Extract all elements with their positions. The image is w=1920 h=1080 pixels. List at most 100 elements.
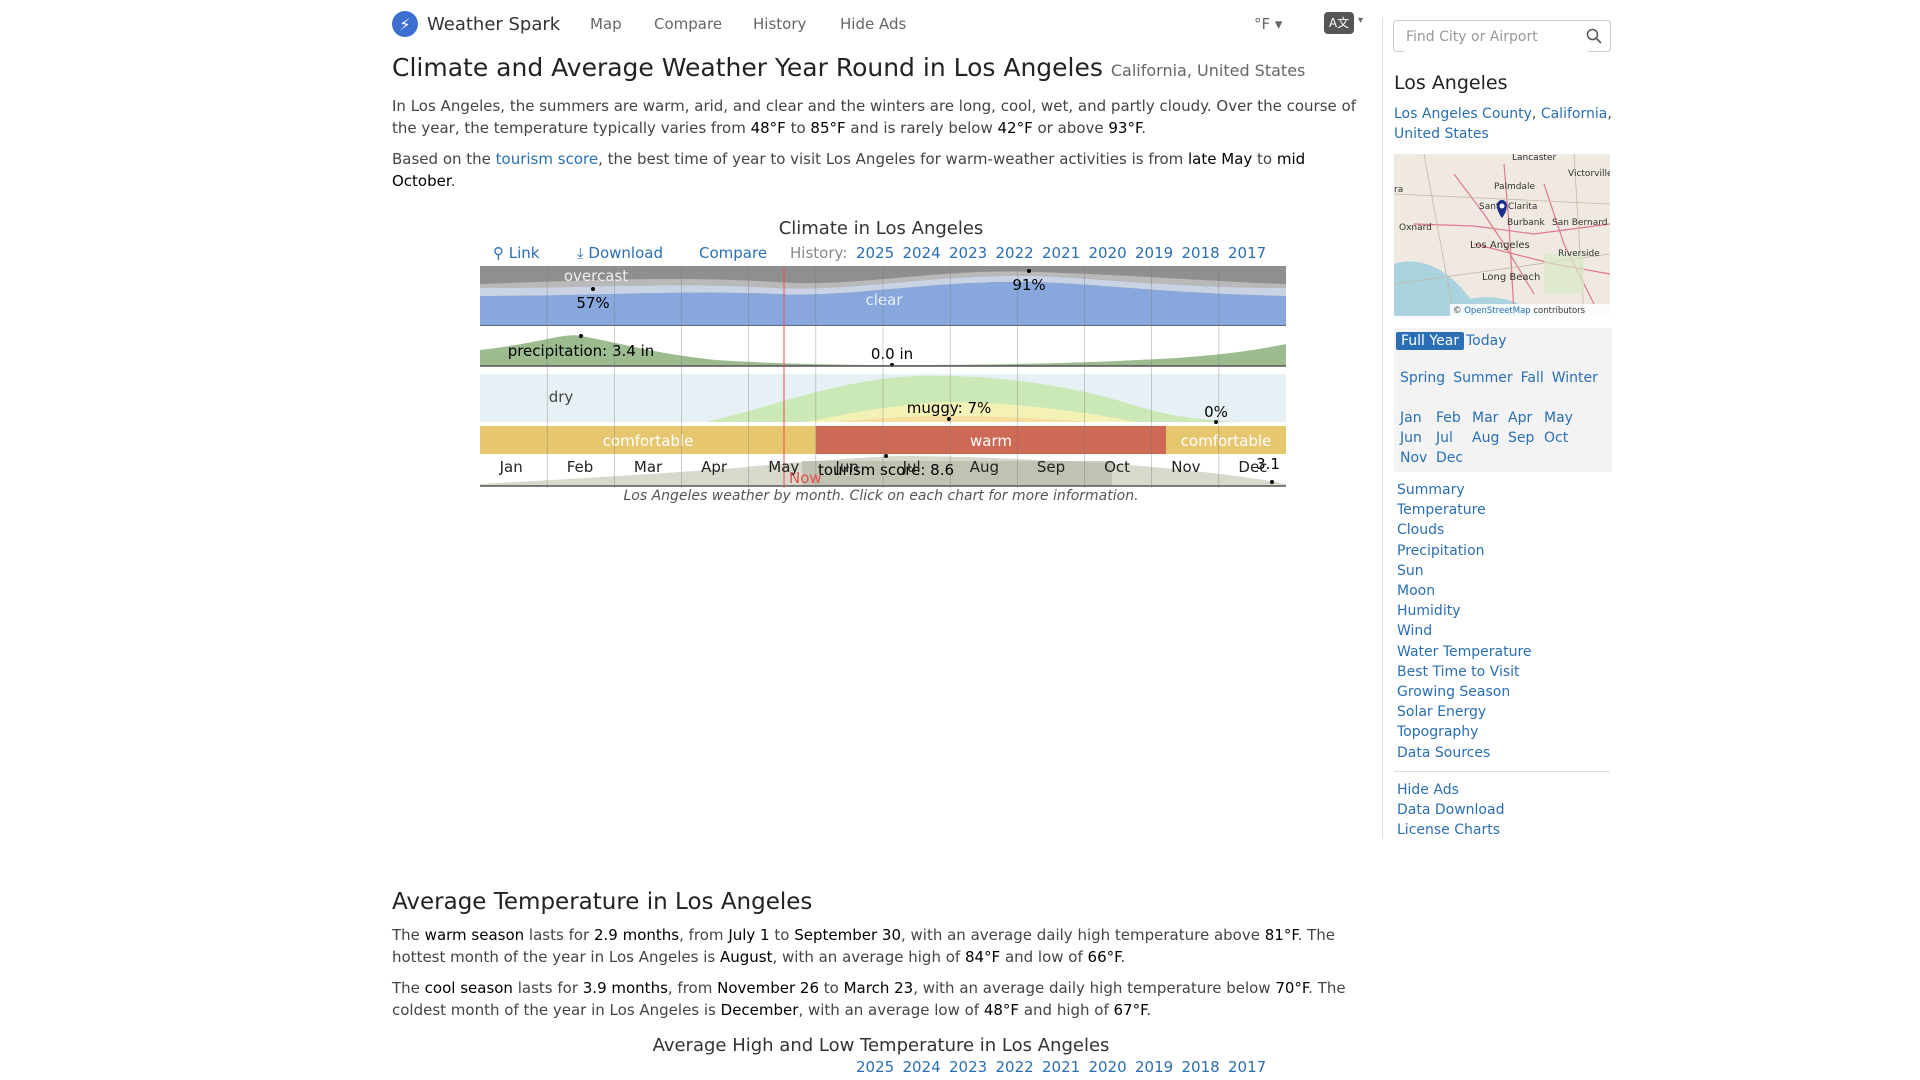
map-label: Victorville bbox=[1568, 169, 1610, 179]
sidebar-city: Los Angeles bbox=[1394, 72, 1508, 94]
country-link[interactable]: United States bbox=[1394, 126, 1489, 142]
climate-summary-chart[interactable]: overcast clear 57% 91% precipitation: 3.4 in… bbox=[476, 266, 1286, 488]
sidebar-item-temperature[interactable]: Temperature bbox=[1397, 502, 1486, 519]
humidity-humid-band bbox=[806, 402, 1136, 422]
sidebar-item-summary[interactable]: Summary bbox=[1397, 482, 1465, 498]
nav-history[interactable]: History bbox=[753, 15, 807, 33]
temperature-band bbox=[480, 426, 816, 454]
sidebar-item-clouds[interactable]: Clouds bbox=[1397, 522, 1445, 539]
temperature-band-label: warm bbox=[970, 432, 1012, 450]
sidebar-item-best-time-to-visit[interactable]: Best Time to Visit bbox=[1397, 663, 1520, 680]
history-year-link[interactable]: 2017 bbox=[1228, 1058, 1267, 1076]
sidebar-item-humidity[interactable]: Humidity bbox=[1397, 603, 1461, 620]
nav-compare[interactable]: Compare bbox=[654, 15, 723, 33]
warm-season-paragraph: The warm season lasts for 2.9 months, fr… bbox=[392, 926, 1335, 966]
tab-full-year[interactable]: Full Year bbox=[1396, 332, 1465, 350]
history-year-link[interactable]: 2020 bbox=[1088, 244, 1127, 262]
month-jul[interactable]: Jul bbox=[1436, 430, 1453, 446]
tourism-score-link[interactable]: tourism score bbox=[495, 150, 599, 168]
lightning-logo-icon: ⚡ bbox=[392, 11, 418, 37]
month-tick-label: Aug bbox=[969, 458, 1000, 476]
history-year-link[interactable]: 2018 bbox=[1181, 1058, 1220, 1076]
download-icon: ⤓ bbox=[577, 244, 589, 262]
sidebar-item-water-temperature[interactable]: Water Temperature bbox=[1397, 643, 1532, 660]
month-tick-label: Dec bbox=[1238, 458, 1268, 476]
language-icon[interactable]: A文 bbox=[1324, 12, 1354, 34]
history-year-link[interactable]: 2022 bbox=[995, 244, 1034, 262]
map-canvas: Lancaster Victorville Palmdale Santa Cla… bbox=[1394, 154, 1610, 316]
history-year-link[interactable]: 2021 bbox=[1042, 1058, 1081, 1076]
sidebar-item-moon[interactable]: Moon bbox=[1397, 583, 1436, 600]
sidebar-item-growing-season[interactable]: Growing Season bbox=[1397, 684, 1511, 701]
location-map[interactable]: Lancaster Victorville Palmdale Santa Cla… bbox=[1394, 154, 1610, 316]
history-year-link[interactable]: 2019 bbox=[1135, 1058, 1174, 1076]
page-title: Climate and Average Weather Year Round i… bbox=[392, 53, 1306, 82]
month-tick-label: Mar bbox=[633, 458, 663, 476]
clear-label: clear bbox=[865, 291, 903, 309]
precip-max-point bbox=[579, 334, 583, 338]
month-tick-label: Jul bbox=[902, 458, 921, 476]
history-year-link[interactable]: 2018 bbox=[1181, 244, 1220, 262]
history-year-link[interactable]: 2023 bbox=[949, 1058, 988, 1076]
history-year-link[interactable]: 2021 bbox=[1042, 244, 1081, 262]
sidebar-item-topography[interactable]: Topography bbox=[1397, 724, 1479, 741]
temperature-band-label: comfortable bbox=[603, 432, 694, 450]
state-link[interactable]: California bbox=[1540, 106, 1608, 122]
precip-min-label: 0.0 in bbox=[871, 345, 913, 363]
sidebar-item-hide-ads[interactable]: Hide Ads bbox=[1397, 781, 1459, 798]
tourism-max-point bbox=[884, 454, 888, 458]
sidebar-item-sun[interactable]: Sun bbox=[1397, 562, 1424, 579]
month-sep[interactable]: Sep bbox=[1508, 430, 1535, 446]
history-year-link[interactable]: 2020 bbox=[1088, 1058, 1127, 1076]
chevron-down-icon[interactable]: ▾ bbox=[1358, 15, 1364, 26]
brand-name[interactable]: Weather Spark bbox=[427, 13, 561, 35]
season-summer[interactable]: Summer bbox=[1453, 370, 1513, 386]
map-label: Lancaster bbox=[1512, 154, 1556, 163]
sidebar-item-solar-energy[interactable]: Solar Energy bbox=[1397, 704, 1487, 721]
month-oct[interactable]: Oct bbox=[1544, 430, 1569, 446]
nav-map[interactable]: Map bbox=[590, 15, 622, 33]
history-year-link[interactable]: 2025 bbox=[856, 244, 895, 262]
unit-toggle[interactable]: °F ▾ bbox=[1254, 15, 1283, 33]
sidebar-item-wind[interactable]: Wind bbox=[1397, 623, 1433, 640]
sidebar-item-data-download[interactable]: Data Download bbox=[1397, 802, 1505, 819]
search-input[interactable] bbox=[1404, 22, 1588, 52]
history-year-link[interactable]: 2022 bbox=[995, 1058, 1034, 1076]
month-tick-label: Apr bbox=[701, 458, 728, 476]
history-year-link[interactable]: 2024 bbox=[902, 244, 941, 262]
month-mar[interactable]: Mar bbox=[1472, 410, 1499, 426]
chart-link-button[interactable]: ⚲ Link bbox=[493, 244, 540, 262]
top-navbar: ⚡ Weather Spark Map Compare History Hide… bbox=[392, 8, 1372, 42]
month-may[interactable]: May bbox=[1544, 410, 1573, 426]
sidebar-item-precipitation[interactable]: Precipitation bbox=[1397, 542, 1485, 559]
season-fall[interactable]: Fall bbox=[1520, 370, 1544, 386]
history-year-link[interactable]: 2024 bbox=[902, 1058, 941, 1076]
history-year-link[interactable]: 2025 bbox=[856, 1058, 895, 1076]
now-label: Now bbox=[789, 469, 822, 487]
season-winter[interactable]: Winter bbox=[1551, 370, 1598, 386]
humidity-max-label: muggy: 7% bbox=[907, 399, 992, 417]
humidity-comfortable-band bbox=[706, 375, 1256, 422]
tab-today[interactable]: Today bbox=[1466, 333, 1507, 349]
month-feb[interactable]: Feb bbox=[1436, 410, 1461, 426]
history-year-link[interactable]: 2019 bbox=[1135, 244, 1174, 262]
nav-hide-ads[interactable]: Hide Ads bbox=[840, 15, 907, 33]
sidebar-item-license-charts[interactable]: License Charts bbox=[1397, 822, 1500, 839]
brand[interactable]: ⚡ Weather Spark bbox=[392, 11, 560, 37]
svg-text:© OpenStreetMap contributors: © OpenStreetMap contributors bbox=[1453, 306, 1586, 316]
history-year-link[interactable]: 2017 bbox=[1228, 244, 1267, 262]
month-nov[interactable]: Nov bbox=[1400, 450, 1428, 466]
history-year-link[interactable]: 2023 bbox=[949, 244, 988, 262]
chart-compare-button[interactable]: Compare bbox=[699, 244, 768, 262]
chart-download-button[interactable]: ⤓ Download bbox=[577, 244, 663, 262]
season-spring[interactable]: Spring bbox=[1400, 370, 1446, 386]
sidebar-item-data-sources[interactable]: Data Sources bbox=[1397, 744, 1491, 761]
county-link[interactable]: Los Angeles County bbox=[1394, 106, 1532, 122]
search-icon[interactable] bbox=[1586, 28, 1602, 44]
month-jun[interactable]: Jun bbox=[1400, 430, 1422, 446]
month-dec[interactable]: Dec bbox=[1436, 450, 1464, 466]
month-aug[interactable]: Aug bbox=[1472, 430, 1500, 446]
month-apr[interactable]: Apr bbox=[1508, 410, 1533, 426]
month-jan[interactable]: Jan bbox=[1400, 410, 1422, 426]
search-box bbox=[1393, 20, 1611, 52]
